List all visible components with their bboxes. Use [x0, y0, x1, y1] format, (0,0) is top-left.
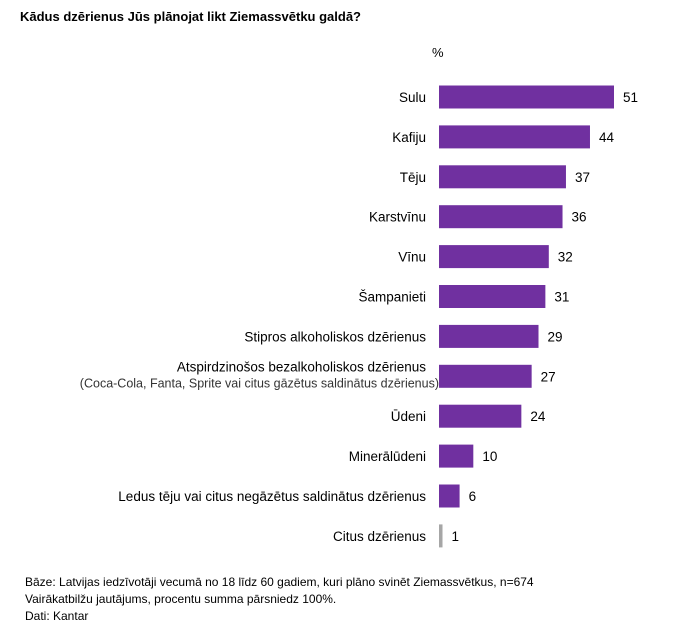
category-label: Šampanieti: [358, 290, 426, 305]
value-label: 6: [469, 489, 477, 504]
unit-label: %: [432, 45, 444, 60]
value-label: 29: [548, 329, 563, 344]
bar: [439, 404, 522, 428]
bar: [439, 245, 549, 269]
value-label: 27: [541, 369, 556, 384]
bar: [439, 85, 614, 109]
category-label: Ledus tēju vai citus negāzētus saldinātu…: [118, 489, 426, 504]
value-label: 1: [452, 529, 460, 544]
value-label: 32: [558, 250, 573, 265]
bar: [439, 285, 546, 308]
footer-source: Dati: Kantar: [25, 609, 89, 623]
category-label: Kafiju: [392, 130, 426, 145]
category-note: (Coca-Cola, Fanta, Sprite vai citus gāzē…: [80, 376, 439, 390]
category-label: Atspirdzinošos bezalkoholiskos dzērienus: [177, 359, 426, 374]
bar: [439, 125, 590, 149]
category-label: Stipros alkoholiskos dzērienus: [244, 329, 426, 344]
category-label: Vīnu: [398, 250, 426, 265]
category-label: Sulu: [399, 90, 426, 105]
category-label: Tēju: [400, 170, 426, 185]
chart-title: Kādus dzērienus Jūs plānojat likt Ziemas…: [20, 9, 361, 24]
category-label: Karstvīnu: [369, 210, 426, 225]
bar: [439, 364, 532, 388]
value-label: 44: [599, 130, 615, 145]
bar: [439, 444, 474, 468]
bar: [439, 484, 460, 508]
category-label: Minerālūdeni: [349, 449, 426, 464]
footer-base: Bāze: Latvijas iedzīvotāji vecumā no 18 …: [25, 575, 534, 589]
chart-footer: Bāze: Latvijas iedzīvotāji vecumā no 18 …: [25, 574, 534, 625]
value-label: 51: [623, 90, 638, 105]
bar: [439, 324, 539, 348]
value-label: 24: [530, 409, 546, 424]
bar: [439, 165, 566, 189]
value-label: 37: [575, 170, 590, 185]
value-label: 36: [572, 210, 587, 225]
bar: [439, 205, 563, 229]
category-label: Citus dzērienus: [333, 529, 426, 544]
value-label: 31: [554, 290, 569, 305]
footer-note: Vairākatbilžu jautājums, procentu summa …: [25, 592, 337, 606]
value-label: 10: [482, 449, 497, 464]
category-label: Ūdeni: [391, 409, 426, 424]
bar-chart: Sulu 51 Kafiju 44 Tēju 37 Karstvīnu 36 Vīnu 32 Šam…: [80, 85, 638, 548]
bar: [439, 524, 443, 548]
